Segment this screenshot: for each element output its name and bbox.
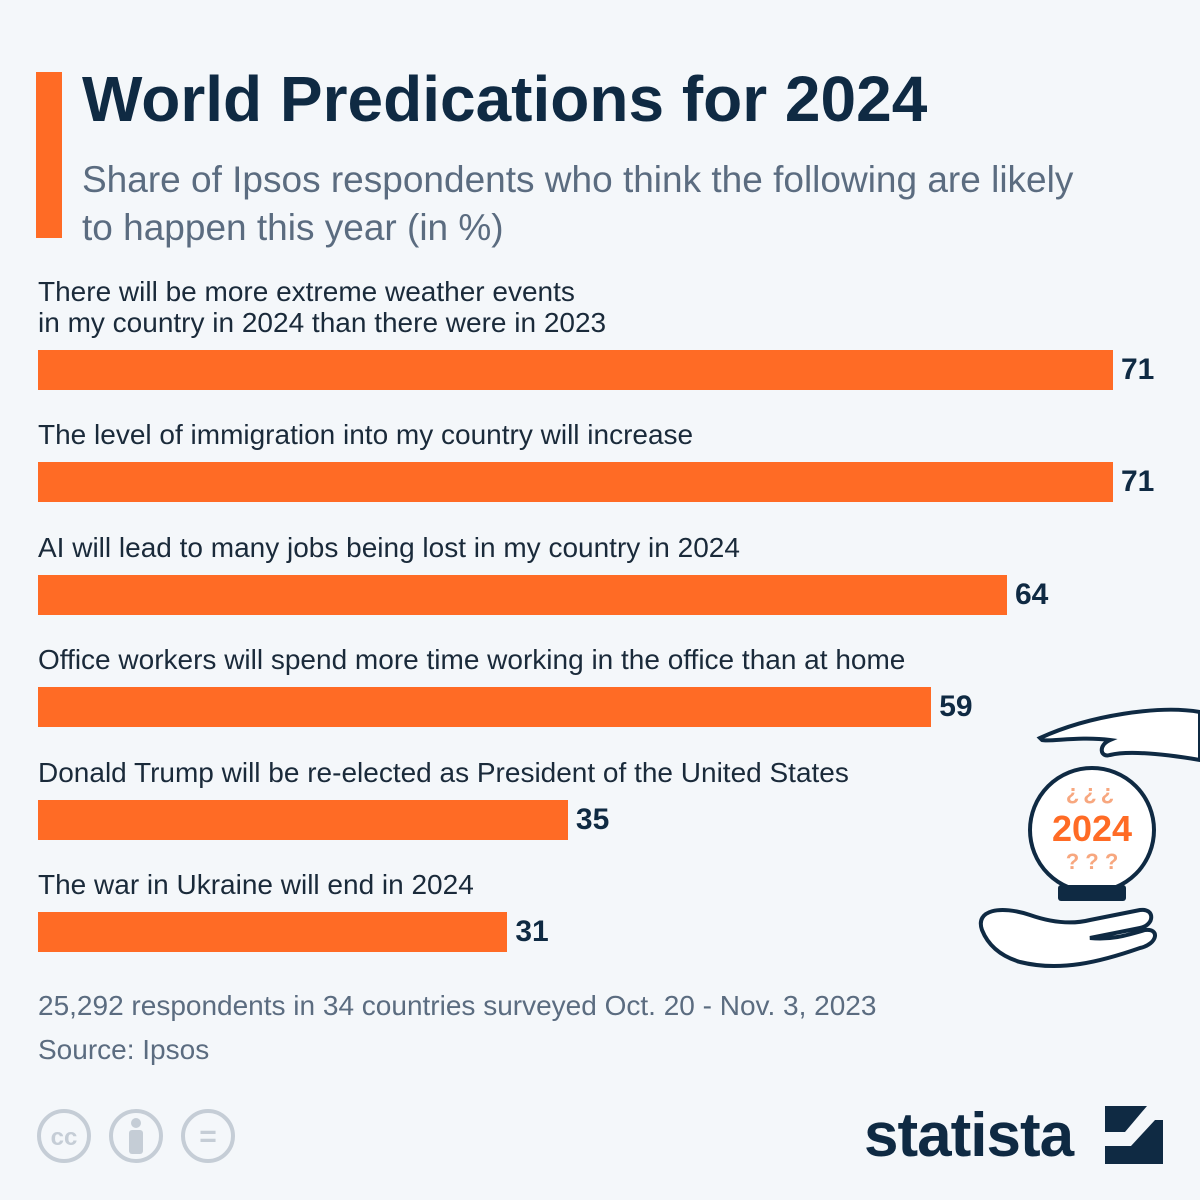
bar [38, 574, 1007, 615]
brand-logo: statista [864, 1101, 1074, 1170]
category-label: AI will lead to many jobs being lost in … [38, 531, 740, 563]
note: 25,292 respondents in 34 countries surve… [38, 990, 877, 1021]
brand-stripe [1105, 1106, 1163, 1146]
bar [38, 462, 1113, 503]
bar [38, 350, 1113, 390]
value-label: 59 [939, 690, 973, 724]
accent-bar [36, 72, 62, 238]
value-label: 64 [1014, 577, 1049, 611]
by-head [131, 1118, 141, 1128]
bar [38, 799, 568, 840]
ball-marks: ¿¿¿ [1066, 780, 1118, 805]
value-label: 31 [515, 915, 549, 948]
bar [38, 912, 508, 952]
category-label: The war in Ukraine will end in 2024 [38, 869, 474, 900]
crystal-ball-illustration: ¿¿¿ 2024 ? ? ? [978, 707, 1200, 968]
by-icon [109, 1109, 163, 1163]
value-label: 35 [575, 802, 610, 836]
brand-icon [1105, 1106, 1163, 1164]
category-label: Office workers will spend more time work… [38, 644, 906, 676]
ball-base [1058, 885, 1126, 901]
value-label: 71 [1120, 465, 1155, 499]
by-body [129, 1130, 143, 1154]
cc-label: cc [51, 1124, 78, 1151]
category-label: Donald Trump will be re-elected as Presi… [38, 756, 849, 788]
ball-year: 2024 [1052, 808, 1132, 849]
nd-icon [181, 1109, 235, 1163]
source: Source: Ipsos [38, 1034, 210, 1065]
cc-icon [37, 1109, 91, 1163]
top-hand [1036, 707, 1200, 763]
bottom-hand [978, 907, 1157, 968]
category-label: There will be more extreme weather event… [38, 276, 607, 338]
ball-marks: ? ? ? [1066, 849, 1119, 874]
category-label: The level of immigration into my country… [38, 419, 694, 451]
chart-title: World Predications for 2024 [82, 63, 928, 135]
bar [38, 687, 932, 728]
nd-label: = [199, 1120, 217, 1153]
license-icons: cc = [37, 1109, 235, 1163]
value-label: 71 [1120, 353, 1155, 386]
chart-subtitle: Share of Ipsos respondents who think the… [82, 159, 1074, 248]
